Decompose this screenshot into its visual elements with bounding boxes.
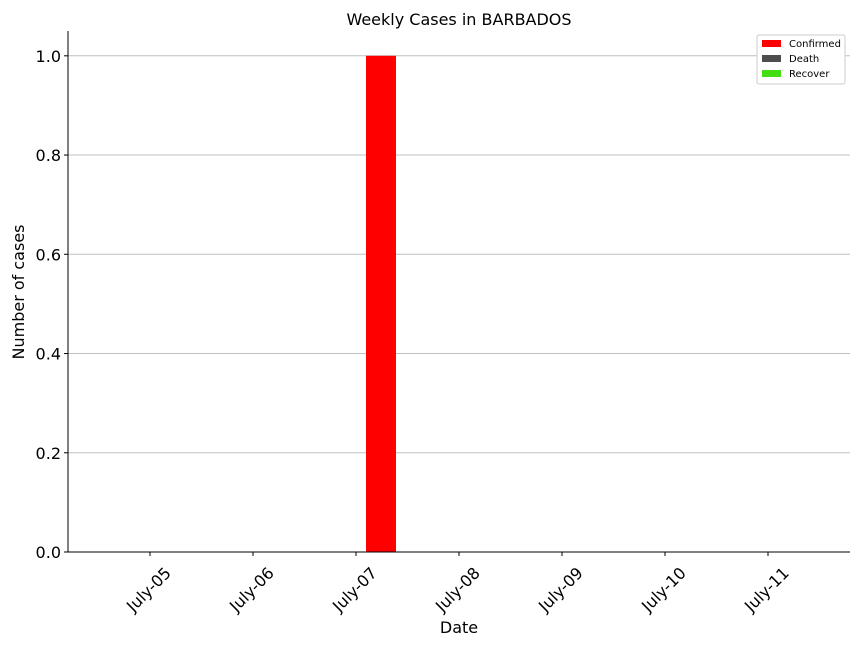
x-tick-label: July-10	[637, 563, 690, 616]
x-tick-label: July-09	[534, 563, 587, 616]
x-tick-label: July-08	[431, 563, 484, 616]
x-tick-label: July-11	[740, 563, 793, 616]
x-ticks: July-05 July-06 July-07 July-08 July-09 July-…	[122, 552, 793, 616]
x-axis-label: Date	[440, 618, 478, 637]
y-tick-label: 0.8	[36, 146, 61, 165]
bars	[366, 55, 396, 553]
chart-title: Weekly Cases in BARBADOS	[346, 10, 571, 29]
y-tick-label: 0.6	[36, 245, 61, 264]
x-tick-label: July-07	[328, 563, 381, 616]
legend-label: Death	[789, 54, 819, 65]
x-tick-label: July-06	[225, 563, 278, 616]
y-tick-label: 0.0	[36, 543, 61, 562]
grid-lines	[68, 55, 850, 454]
bar-confirmed	[366, 55, 396, 553]
y-tick-label: 0.4	[36, 345, 61, 364]
legend: Confirmed Death Recover	[756, 34, 846, 85]
y-tick-label: 1.0	[36, 47, 61, 66]
y-ticks: 0.0 0.2 0.4 0.6 0.8 1.0	[36, 47, 68, 562]
legend-label: Recover	[789, 69, 830, 80]
x-tick-label: July-05	[122, 563, 175, 616]
legend-swatch	[762, 40, 781, 47]
y-axis-label: Number of cases	[9, 225, 28, 360]
legend-swatch	[762, 70, 781, 77]
legend-swatch	[762, 55, 781, 62]
y-tick-label: 0.2	[36, 444, 61, 463]
legend-label: Confirmed	[789, 39, 841, 50]
